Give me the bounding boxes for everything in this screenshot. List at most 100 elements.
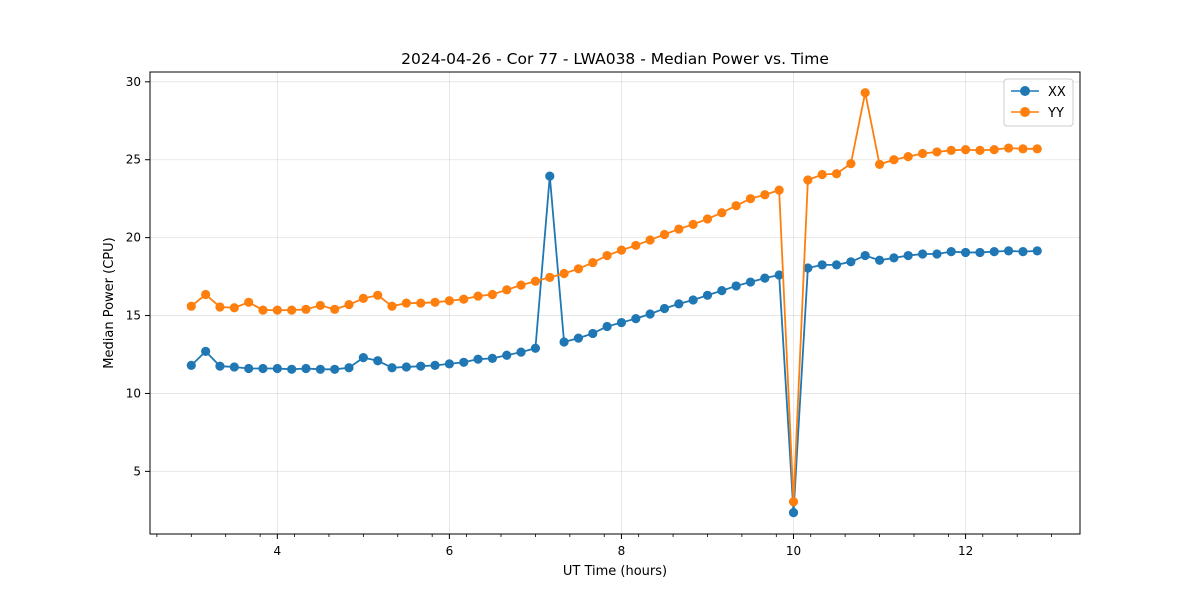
data-point-yy — [631, 240, 641, 251]
data-point-xx — [358, 353, 368, 363]
data-point-xx — [616, 317, 627, 328]
data-point-xx — [444, 359, 454, 369]
data-point-xx — [487, 353, 498, 363]
data-point-xx — [975, 247, 985, 258]
data-point-xx — [989, 247, 999, 257]
data-point-xx — [430, 360, 440, 371]
data-point-xx — [559, 337, 569, 347]
data-point-yy — [444, 296, 454, 306]
x-tick-label: 12 — [958, 544, 973, 558]
data-point-yy — [803, 175, 813, 185]
data-point-xx — [1032, 246, 1042, 256]
data-point-xx — [731, 281, 741, 291]
data-point-xx — [932, 249, 942, 259]
data-point-yy — [1018, 144, 1028, 154]
data-point-yy — [330, 304, 340, 314]
data-point-xx — [315, 364, 325, 374]
data-point-yy — [874, 159, 885, 169]
data-point-xx — [416, 361, 426, 371]
data-point-yy — [1032, 144, 1042, 154]
data-point-yy — [932, 147, 942, 157]
data-point-yy — [559, 268, 569, 279]
data-point-yy — [229, 303, 239, 313]
data-point-yy — [1003, 143, 1014, 153]
y-axis-label: Median Power (CPU) — [102, 237, 117, 368]
data-point-xx — [244, 363, 254, 374]
data-point-xx — [688, 295, 698, 305]
data-point-xx — [903, 250, 913, 261]
legend-label-yy: YY — [1047, 106, 1064, 121]
data-point-yy — [272, 305, 282, 315]
data-point-xx — [1018, 247, 1028, 257]
data-point-xx — [459, 357, 469, 367]
data-point-yy — [201, 289, 211, 300]
data-point-yy — [430, 297, 440, 307]
data-point-xx — [272, 363, 282, 374]
data-point-yy — [387, 301, 397, 311]
data-point-xx — [831, 260, 842, 270]
data-point-yy — [774, 185, 784, 195]
data-point-xx — [573, 333, 584, 343]
data-point-xx — [387, 363, 397, 373]
data-point-xx — [846, 257, 856, 267]
legend-label-xx: XX — [1048, 85, 1066, 100]
data-point-yy — [659, 229, 670, 240]
data-point-yy — [459, 294, 469, 304]
data-point-yy — [989, 145, 999, 155]
data-point-xx — [674, 299, 684, 309]
data-point-xx — [745, 277, 756, 287]
data-point-xx — [860, 250, 870, 261]
data-point-xx — [401, 362, 411, 372]
data-point-yy — [287, 305, 297, 315]
data-point-yy — [344, 300, 354, 310]
data-point-xx — [702, 290, 713, 300]
data-point-xx — [229, 362, 239, 372]
data-point-xx — [631, 314, 641, 324]
y-tick-label: 25 — [126, 153, 141, 167]
data-point-yy — [487, 289, 498, 300]
x-tick-label: 4 — [274, 544, 282, 558]
y-tick-label: 10 — [126, 386, 141, 400]
data-point-yy — [301, 304, 311, 314]
data-point-yy — [645, 235, 655, 245]
data-point-yy — [573, 264, 584, 274]
data-point-xx — [588, 328, 598, 339]
data-point-yy — [530, 276, 541, 286]
y-tick-label: 5 — [133, 464, 141, 478]
data-point-yy — [186, 301, 196, 311]
data-point-xx — [602, 321, 612, 332]
legend-marker-yy — [1020, 107, 1030, 117]
data-point-xx — [760, 273, 770, 283]
data-point-yy — [846, 159, 856, 169]
data-point-yy — [244, 297, 254, 307]
legend: XX YY — [1003, 78, 1074, 127]
data-point-yy — [917, 148, 928, 159]
data-point-yy — [616, 245, 627, 255]
data-point-xx — [330, 364, 340, 374]
data-point-yy — [674, 224, 684, 234]
data-point-xx — [502, 350, 512, 360]
data-point-xx — [817, 260, 827, 270]
data-point-xx — [774, 270, 784, 280]
data-point-xx — [473, 354, 483, 364]
data-point-yy — [860, 88, 870, 98]
axis-ticks: 4 6 8 10 12 5 10 15 20 25 30 — [126, 75, 1053, 558]
data-point-xx — [301, 363, 311, 374]
data-point-yy — [516, 280, 526, 290]
data-point-xx — [516, 347, 526, 357]
data-point-xx — [946, 247, 956, 257]
data-point-xx — [530, 343, 541, 353]
plot-frame — [149, 71, 1081, 535]
data-point-yy — [975, 145, 985, 155]
data-point-yy — [588, 257, 598, 268]
chart-title: 2024-04-26 - Cor 77 - LWA038 - Median Po… — [401, 50, 829, 68]
data-point-xx — [788, 508, 799, 518]
data-point-yy — [731, 201, 741, 211]
data-point-xx — [545, 171, 555, 181]
data-point-xx — [659, 303, 670, 314]
data-point-yy — [745, 194, 756, 204]
data-point-yy — [473, 291, 483, 301]
data-point-yy — [315, 300, 325, 311]
data-point-xx — [717, 286, 727, 296]
grid-lines — [150, 72, 1080, 534]
